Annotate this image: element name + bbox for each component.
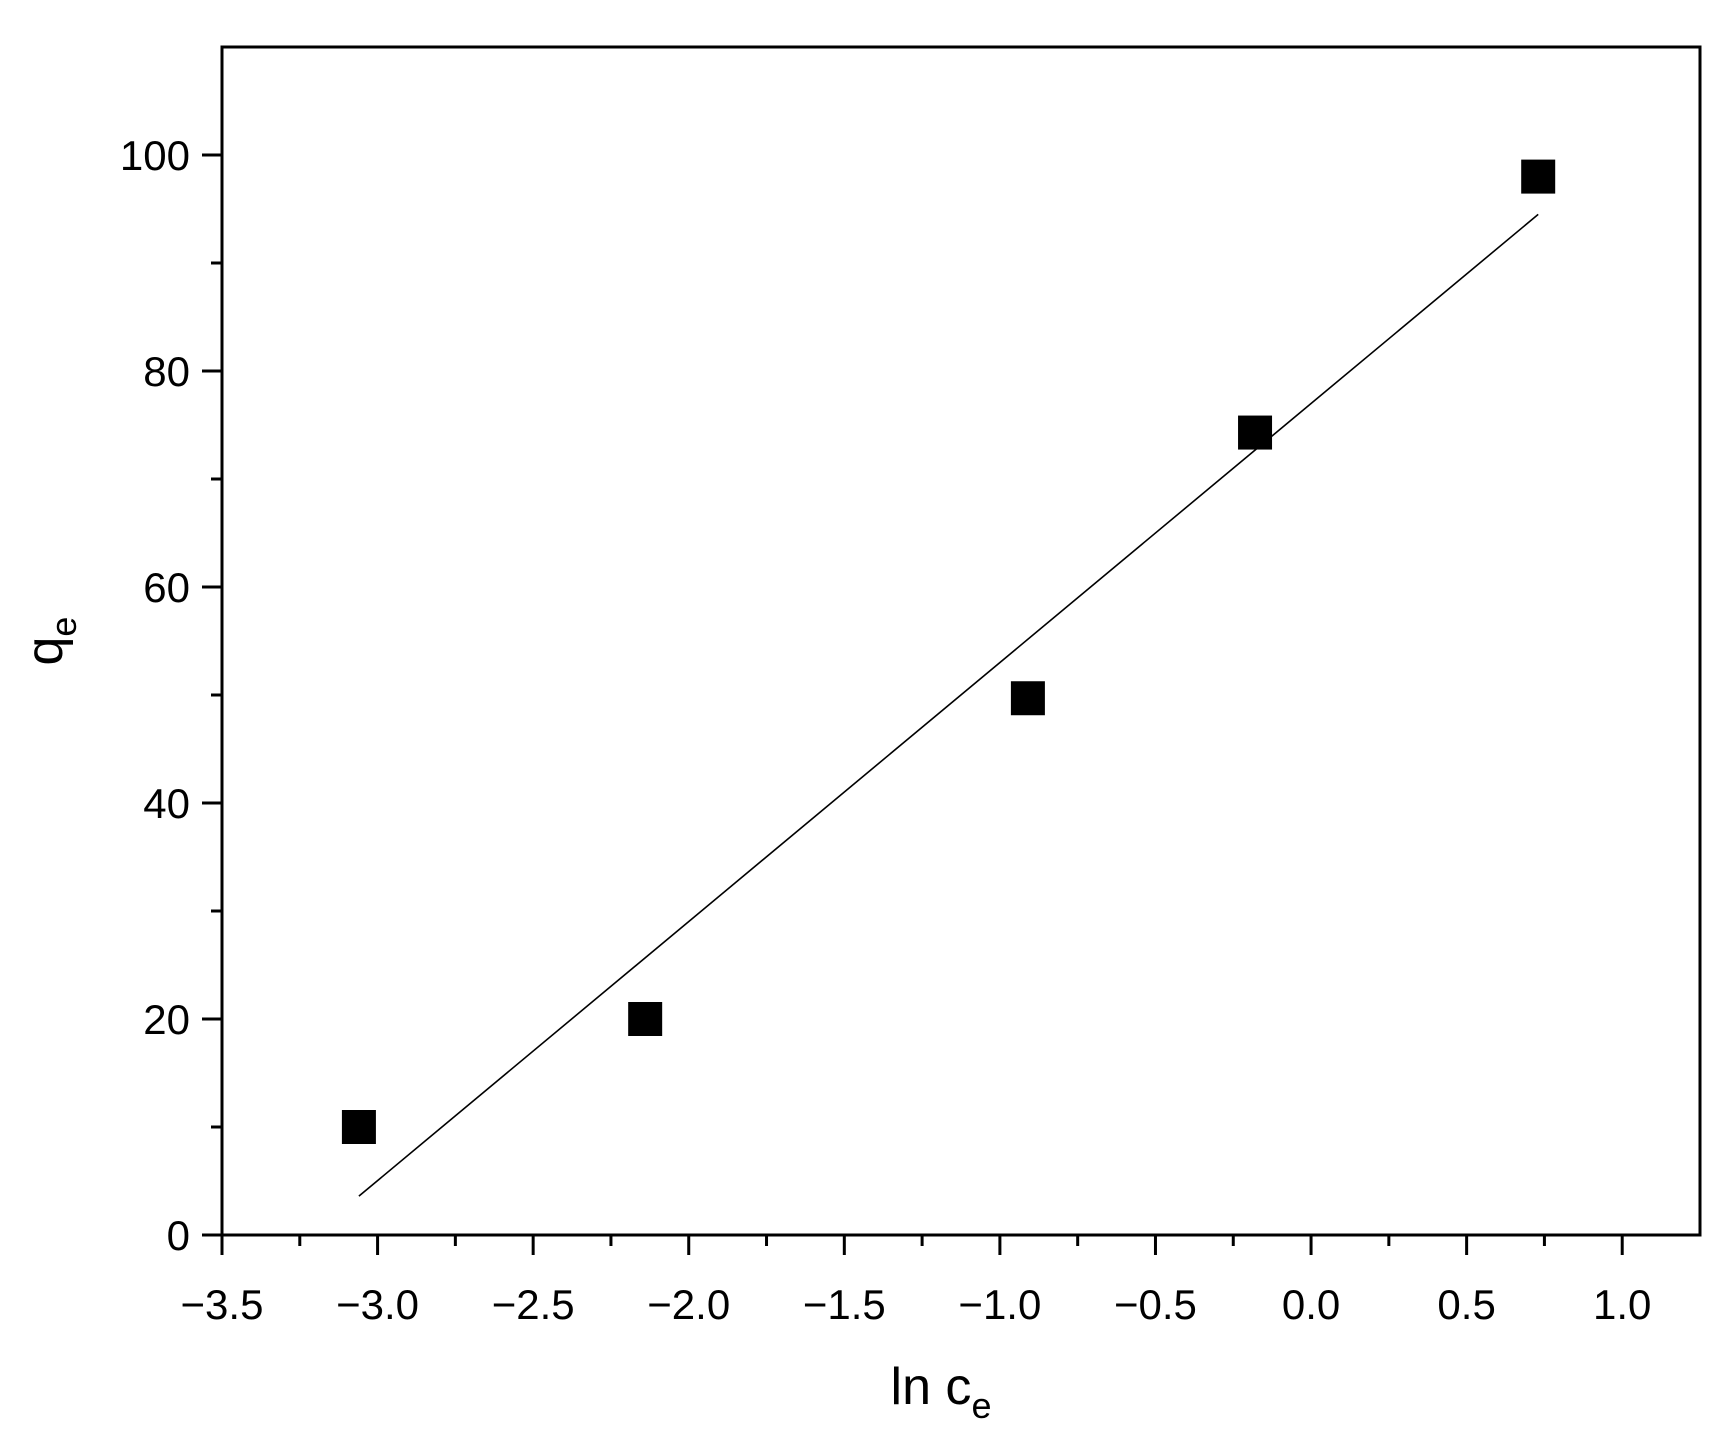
x-tick-label: 1.0 xyxy=(1593,1281,1651,1328)
x-axis-title-subscript: e xyxy=(971,1385,991,1426)
x-tick-label: −2.0 xyxy=(647,1281,730,1328)
data-point xyxy=(341,1110,376,1144)
data-point xyxy=(1521,159,1556,194)
plot-frame xyxy=(220,45,1702,1237)
x-tick-label: 0.5 xyxy=(1437,1281,1495,1328)
x-tick-label: −3.5 xyxy=(181,1281,264,1328)
y-tick-label: 0 xyxy=(167,1212,190,1259)
axis-ticks xyxy=(202,153,1624,1255)
data-point xyxy=(628,1002,663,1036)
y-axis-title-main: q xyxy=(16,637,74,666)
x-axis-title: ln ce xyxy=(891,1358,992,1426)
x-tick-label: −0.5 xyxy=(1114,1281,1197,1328)
y-tick-label: 100 xyxy=(120,132,190,179)
y-axis-title-subscript: e xyxy=(43,617,84,637)
y-tick-labels: 0 20 40 60 80 100 xyxy=(120,132,190,1259)
y-axis-title: qe xyxy=(16,617,84,666)
fit-line-group xyxy=(358,213,1539,1197)
data-point xyxy=(1238,415,1273,450)
y-tick-label: 40 xyxy=(143,780,190,827)
x-tick-label: 0.0 xyxy=(1282,1281,1340,1328)
y-tick-label: 60 xyxy=(143,564,190,611)
y-tick-label: 80 xyxy=(143,348,190,395)
data-point xyxy=(1010,681,1045,716)
data-points xyxy=(341,159,1556,1144)
y-tick-label: 20 xyxy=(143,996,190,1043)
x-tick-label: −3.0 xyxy=(336,1281,419,1328)
x-tick-labels: −3.5 −3.0 −2.5 −2.0 −1.5 −1.0 −0.5 0.0 0.5 1.0 xyxy=(181,1281,1652,1328)
x-tick-label: −1.5 xyxy=(803,1281,886,1328)
x-tick-label: −2.5 xyxy=(492,1281,575,1328)
x-axis-title-main: ln c xyxy=(891,1358,972,1416)
x-tick-label: −1.0 xyxy=(958,1281,1041,1328)
fit-line xyxy=(358,213,1539,1197)
